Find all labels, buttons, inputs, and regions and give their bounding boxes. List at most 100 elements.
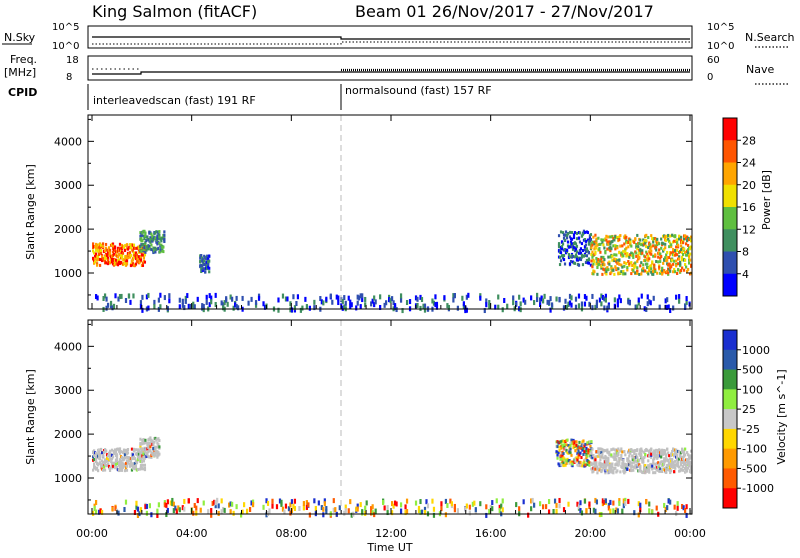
echo-mark [139, 300, 143, 306]
echo-mark [254, 302, 258, 308]
echo-mark [213, 499, 216, 505]
echo-mark [420, 509, 424, 515]
echo-mark [569, 259, 573, 263]
colorbar-segment [723, 468, 737, 489]
nsearch-trace [92, 41, 690, 45]
echo-mark [99, 245, 103, 249]
echo-mark [229, 501, 232, 507]
echo-mark [604, 297, 607, 303]
echo-mark [119, 450, 123, 454]
echo-mark [594, 458, 597, 462]
echo-mark [582, 446, 585, 450]
echo-mark [642, 457, 645, 461]
echo-mark [151, 452, 154, 456]
echo-mark [119, 260, 123, 264]
echo-mark [565, 248, 569, 252]
echo-mark [110, 457, 114, 461]
echo-mark [373, 295, 376, 301]
echo-mark [557, 234, 561, 238]
echo-mark [94, 294, 98, 300]
echo-mark [674, 463, 677, 467]
echo-mark [558, 255, 562, 259]
echo-mark [136, 506, 140, 512]
echo-mark [626, 252, 629, 256]
echo-mark [674, 459, 677, 463]
freq-tick-bottom: 8 [66, 72, 72, 83]
echo-mark [141, 442, 144, 446]
echo-mark [419, 305, 422, 311]
echo-mark [617, 451, 620, 455]
echo-mark [432, 300, 436, 306]
echo-mark [586, 462, 589, 466]
echo-mark [596, 272, 599, 276]
echo-mark [610, 448, 613, 452]
echo-mark [465, 503, 468, 509]
echo-mark [121, 251, 125, 255]
echo-mark [142, 242, 145, 246]
echo-mark [570, 438, 573, 442]
echo-mark [130, 447, 134, 451]
echo-mark [628, 454, 631, 458]
echo-mark [596, 467, 599, 471]
echo-mark [629, 253, 632, 257]
echo-mark [108, 469, 112, 472]
echo-mark [644, 259, 647, 263]
echo-mark [612, 268, 615, 272]
echo-mark [118, 468, 122, 472]
colorbar-tick-label: -500 [742, 462, 767, 475]
echo-mark [150, 455, 153, 459]
echo-mark [447, 304, 451, 310]
freq-tick-top: 18 [66, 55, 79, 66]
echo-mark [200, 254, 203, 258]
echo-mark [138, 467, 142, 471]
velocity-colorbar-frame [722, 329, 738, 509]
echo-mark [679, 453, 682, 457]
echo-mark [479, 501, 482, 507]
echo-mark [656, 237, 659, 241]
echo-mark [596, 465, 599, 469]
echo-mark [606, 448, 609, 452]
echo-mark [626, 266, 629, 270]
echo-mark [350, 512, 353, 518]
echo-mark [600, 255, 603, 259]
x-tick-label: 20:00 [574, 527, 606, 540]
echo-mark [94, 509, 98, 515]
echo-mark [281, 506, 285, 512]
echo-mark [670, 465, 673, 469]
echo-mark [594, 497, 597, 503]
power-colorbar-fill [723, 118, 737, 297]
echo-mark [677, 461, 680, 465]
echo-mark [678, 465, 681, 469]
echo-mark [322, 506, 325, 512]
echo-mark [685, 296, 688, 302]
echo-mark [668, 454, 671, 458]
echo-mark [419, 509, 422, 515]
echo-mark [580, 301, 584, 307]
echo-mark [677, 245, 680, 249]
echo-mark [682, 241, 685, 245]
echo-mark [560, 247, 564, 251]
echo-mark [142, 248, 145, 252]
echo-mark [149, 449, 152, 453]
echo-mark [614, 247, 617, 251]
echo-mark [599, 259, 602, 263]
echo-mark [370, 510, 373, 516]
echo-mark [281, 293, 285, 299]
echo-mark [168, 293, 171, 299]
echo-mark [142, 244, 145, 248]
echo-mark [141, 239, 144, 243]
x-tick-label: 12:00 [375, 527, 407, 540]
echo-mark [592, 272, 595, 276]
echo-mark [432, 506, 436, 512]
echo-mark [153, 299, 156, 305]
echo-mark [670, 243, 673, 247]
echo-mark [647, 254, 650, 258]
echo-mark [293, 505, 297, 511]
echo-mark [661, 448, 664, 452]
echo-mark [123, 248, 127, 252]
echo-mark [608, 262, 611, 266]
echo-mark [290, 307, 294, 313]
echo-mark [208, 302, 211, 308]
echo-mark [681, 503, 684, 509]
echo-mark [666, 468, 669, 472]
